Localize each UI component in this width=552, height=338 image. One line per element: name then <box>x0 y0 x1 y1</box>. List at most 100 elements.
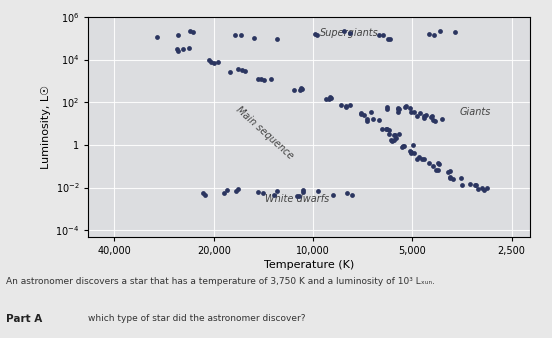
Point <box>326 95 335 100</box>
Point <box>254 76 263 81</box>
Point <box>237 32 246 38</box>
Point <box>446 175 455 181</box>
Point <box>204 57 213 63</box>
Point <box>237 68 246 73</box>
Text: which type of star did the astronomer discover?: which type of star did the astronomer di… <box>88 314 306 323</box>
Point <box>289 88 298 93</box>
Point <box>375 117 384 123</box>
Point <box>270 193 279 198</box>
X-axis label: Temperature (K): Temperature (K) <box>264 260 354 270</box>
Point <box>347 192 356 198</box>
Point <box>416 110 424 116</box>
Point <box>425 161 434 166</box>
Point <box>420 114 429 119</box>
Point <box>313 189 322 194</box>
Point <box>445 174 454 180</box>
Point <box>299 188 307 193</box>
Point <box>222 188 231 193</box>
Point <box>383 106 391 112</box>
Point <box>267 77 275 82</box>
Point <box>383 37 392 42</box>
Point <box>293 194 301 199</box>
Point <box>471 183 480 188</box>
Text: Part A: Part A <box>6 314 42 324</box>
Point <box>298 190 307 195</box>
Point <box>473 187 482 192</box>
Point <box>385 131 394 137</box>
Point <box>450 29 459 34</box>
Point <box>357 111 365 117</box>
Point <box>273 37 282 42</box>
Point <box>445 168 454 174</box>
Point <box>388 138 397 144</box>
Point <box>418 156 427 161</box>
Point <box>385 127 394 132</box>
Point <box>250 35 258 41</box>
Point <box>415 154 423 160</box>
Point <box>420 116 428 121</box>
Point <box>321 96 330 101</box>
Point <box>378 126 386 131</box>
Point <box>402 103 411 108</box>
Text: Main sequence: Main sequence <box>234 105 295 162</box>
Point <box>363 116 371 121</box>
Point <box>394 106 402 112</box>
Point <box>400 104 409 110</box>
Point <box>390 132 399 138</box>
Point <box>406 150 415 155</box>
Point <box>383 104 391 110</box>
Point <box>346 102 355 108</box>
Point <box>457 176 465 181</box>
Point <box>241 68 250 73</box>
Point <box>374 32 383 38</box>
Point <box>471 182 480 188</box>
Point <box>448 176 457 182</box>
Point <box>409 109 418 115</box>
Point <box>342 103 351 108</box>
Point <box>326 94 335 100</box>
Point <box>394 105 403 111</box>
Point <box>254 189 263 195</box>
Point <box>406 110 415 115</box>
Point <box>479 188 488 193</box>
Point <box>230 33 239 38</box>
Point <box>424 32 433 37</box>
Point <box>206 59 215 65</box>
Point <box>399 144 407 149</box>
Point <box>435 162 444 167</box>
Point <box>186 28 195 33</box>
Text: White dwarfs: White dwarfs <box>265 194 329 204</box>
Point <box>367 109 375 115</box>
Point <box>394 106 403 112</box>
Point <box>419 156 428 162</box>
Text: Giants: Giants <box>459 107 491 117</box>
Point <box>231 188 240 194</box>
Point <box>295 87 304 93</box>
Point <box>431 118 439 124</box>
Point <box>428 163 437 169</box>
Point <box>256 76 265 82</box>
Point <box>152 34 161 39</box>
Point <box>408 142 417 147</box>
Point <box>444 169 453 175</box>
Point <box>311 32 320 37</box>
Point <box>412 156 421 162</box>
Point <box>389 138 398 143</box>
Point <box>346 30 354 35</box>
Point <box>395 131 404 137</box>
Point <box>369 116 378 121</box>
Point <box>363 118 372 124</box>
Point <box>382 126 391 132</box>
Point <box>379 32 388 38</box>
Point <box>342 104 351 110</box>
Point <box>406 105 415 111</box>
Point <box>477 185 486 191</box>
Point <box>178 47 187 52</box>
Point <box>432 167 441 172</box>
Point <box>339 28 348 34</box>
Point <box>259 190 268 195</box>
Text: An astronomer discovers a star that has a temperature of 3,750 K and a luminosit: An astronomer discovers a star that has … <box>6 277 434 286</box>
Point <box>359 112 368 118</box>
Point <box>406 149 415 154</box>
Point <box>412 113 421 119</box>
